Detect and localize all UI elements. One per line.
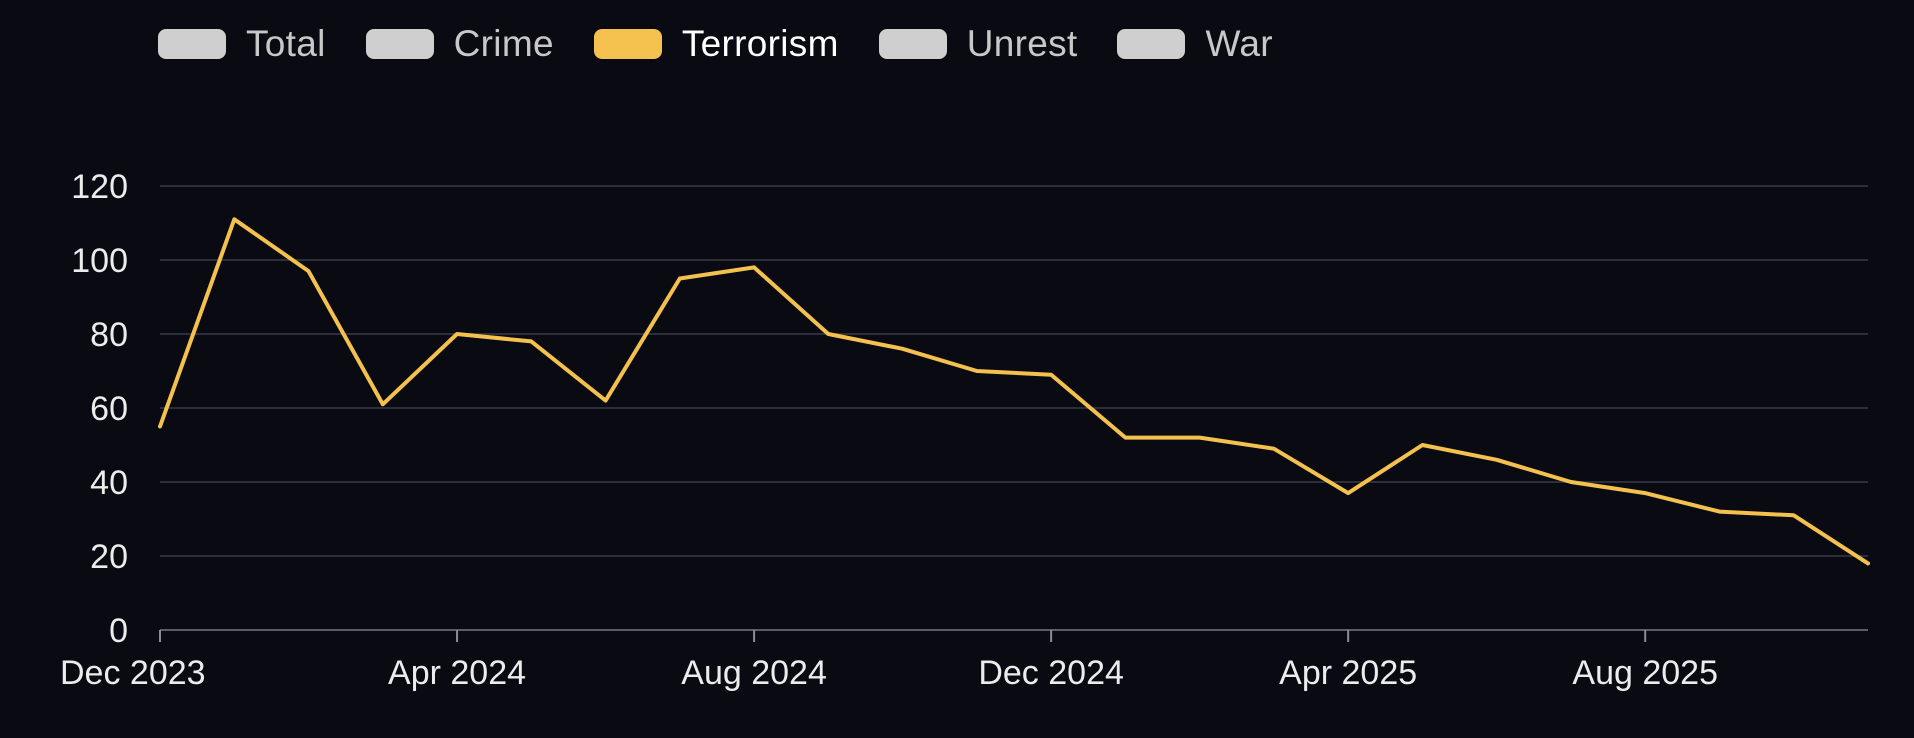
data-point-terrorism-2024-03[interactable]	[377, 398, 389, 410]
grid-layer	[160, 185, 1868, 557]
legend-item-unrest[interactable]: Unrest	[878, 23, 1078, 65]
x-tick-label-2: Aug 2024	[681, 654, 827, 692]
data-point-terrorism-2025-06[interactable]	[1491, 454, 1503, 466]
y-tick-label-120: 120	[71, 168, 128, 206]
axis-layer: 0 20 40 60 80 100 120 Dec 2023 Apr 2024 Aug 2024 D…	[60, 168, 1868, 692]
legend-label-war: War	[1205, 23, 1273, 64]
y-tick-label-100: 100	[71, 242, 128, 280]
data-point-terrorism-2024-08[interactable]	[748, 261, 760, 273]
legend-item-crime[interactable]: Crime	[365, 23, 554, 65]
y-tick-label-80: 80	[90, 316, 128, 354]
chart-legend: Total Crime Terrorism Unrest War	[158, 18, 1313, 70]
data-point-terrorism-2025-04[interactable]	[1342, 487, 1354, 499]
data-point-terrorism-2024-09[interactable]	[822, 328, 834, 340]
legend-item-war[interactable]: War	[1117, 23, 1273, 65]
legend-item-terrorism[interactable]: Terrorism	[593, 23, 839, 65]
legend-swatch-total	[158, 29, 226, 59]
legend-item-total[interactable]: Total	[158, 23, 326, 65]
x-tick-label-5: Aug 2025	[1572, 654, 1718, 692]
series-layer	[154, 213, 1874, 569]
data-point-terrorism-2024-12[interactable]	[1045, 369, 1057, 381]
data-point-terrorism-2024-11[interactable]	[971, 365, 983, 377]
legend-swatch-crime	[365, 29, 434, 59]
legend-label-crime: Crime	[453, 23, 554, 64]
data-point-terrorism-2025-08[interactable]	[1639, 487, 1651, 499]
y-tick-label-40: 40	[90, 464, 128, 502]
legend-swatch-terrorism	[593, 29, 662, 59]
data-point-terrorism-2024-02[interactable]	[303, 265, 315, 277]
legend-swatch-war	[1117, 29, 1186, 59]
data-point-terrorism-2025-03[interactable]	[1268, 443, 1280, 455]
data-point-terrorism-2023-12[interactable]	[154, 421, 166, 433]
x-tick-label-4: Apr 2025	[1279, 654, 1417, 692]
series-line-terrorism[interactable]	[158, 217, 1870, 566]
legend-label-total: Total	[246, 23, 326, 64]
legend-label-unrest: Unrest	[966, 23, 1078, 64]
data-point-terrorism-2024-01[interactable]	[228, 213, 240, 225]
data-point-terrorism-2025-02[interactable]	[1194, 432, 1206, 444]
data-point-terrorism-2024-05[interactable]	[525, 335, 537, 347]
data-point-terrorism-2025-10[interactable]	[1788, 509, 1800, 521]
y-tick-label-60: 60	[90, 390, 128, 428]
data-point-terrorism-2025-09[interactable]	[1713, 506, 1725, 518]
data-point-terrorism-2024-10[interactable]	[897, 343, 909, 355]
x-tick-label-1: Apr 2024	[388, 654, 526, 692]
x-tick-label-3: Dec 2024	[978, 654, 1124, 692]
legend-label-terrorism: Terrorism	[681, 23, 839, 64]
data-point-terrorism-2024-06[interactable]	[600, 395, 612, 407]
data-point-terrorism-2024-07[interactable]	[674, 273, 686, 285]
data-point-terrorism-2025-01[interactable]	[1119, 432, 1131, 444]
data-point-terrorism-2024-04[interactable]	[451, 328, 463, 340]
y-tick-label-0: 0	[109, 612, 128, 650]
data-point-terrorism-2025-05[interactable]	[1416, 439, 1428, 451]
data-point-terrorism-2025-07[interactable]	[1565, 476, 1577, 488]
data-point-terrorism-2025-11[interactable]	[1862, 557, 1874, 569]
y-tick-label-20: 20	[90, 538, 128, 576]
legend-swatch-unrest	[878, 29, 947, 59]
x-tick-label-0: Dec 2023	[60, 654, 206, 692]
